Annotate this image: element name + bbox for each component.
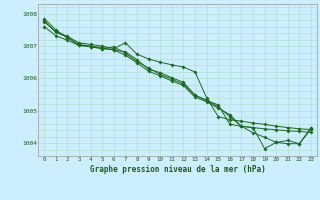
- X-axis label: Graphe pression niveau de la mer (hPa): Graphe pression niveau de la mer (hPa): [90, 165, 266, 174]
